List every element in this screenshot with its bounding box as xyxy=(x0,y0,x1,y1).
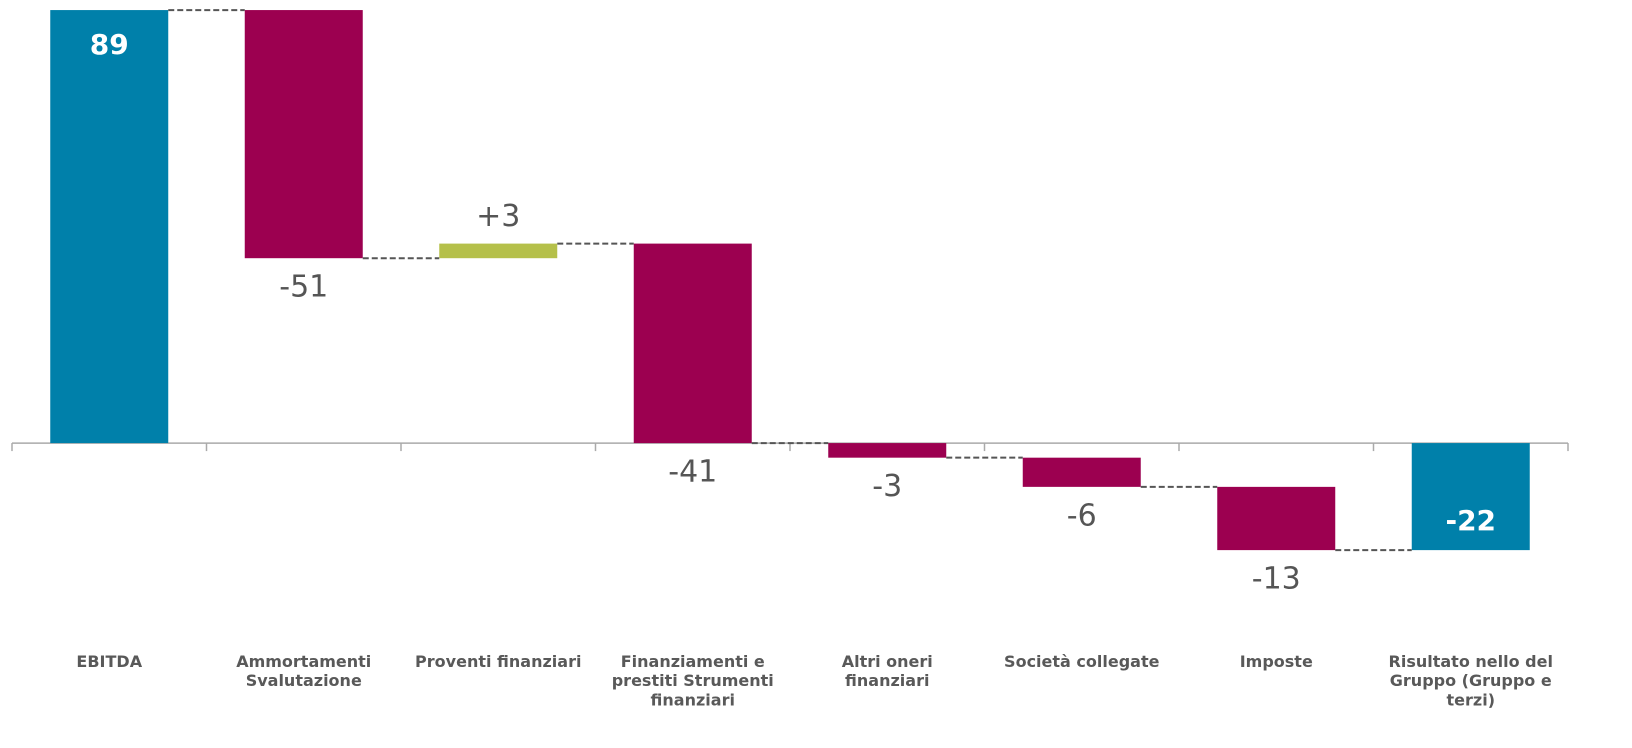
value-label: 89 xyxy=(90,28,129,61)
value-label: -6 xyxy=(1067,498,1097,533)
bar xyxy=(244,10,363,259)
bar xyxy=(633,243,752,444)
value-label: -41 xyxy=(668,455,717,490)
x-tick-label: Altri oneri finanziari xyxy=(842,652,933,690)
value-label: +3 xyxy=(476,199,520,234)
value-label: -22 xyxy=(1445,504,1496,537)
x-tick-label: Proventi finanziari xyxy=(415,652,581,671)
bar xyxy=(439,243,558,259)
bar xyxy=(828,443,947,458)
bar xyxy=(1022,457,1141,487)
x-tick-label: Finanziamenti e prestiti Strumenti finanzi… xyxy=(612,652,774,709)
x-tick-label: Imposte xyxy=(1240,652,1313,671)
bar xyxy=(1411,443,1530,551)
bar xyxy=(1217,486,1336,551)
x-tick-label: Ammortamenti Svalutazione xyxy=(236,652,371,690)
x-tick-label: Risultato nello del Gruppo (Gruppo e terzi… xyxy=(1389,652,1553,709)
x-tick-label: Società collegate xyxy=(1004,652,1160,671)
value-label: -3 xyxy=(872,469,902,504)
value-label: -13 xyxy=(1252,562,1301,597)
x-tick-label: EBITDA xyxy=(76,652,142,671)
bar xyxy=(50,10,169,444)
value-label: -51 xyxy=(279,270,328,305)
